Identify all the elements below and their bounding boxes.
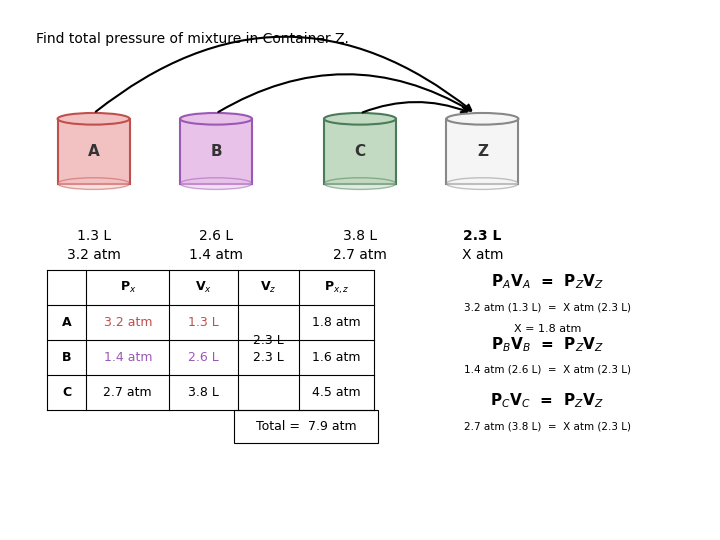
Text: A: A bbox=[62, 316, 71, 329]
Ellipse shape bbox=[324, 113, 396, 125]
Text: C: C bbox=[354, 144, 366, 159]
Text: V$_x$: V$_x$ bbox=[195, 280, 212, 295]
Text: 1.3 L: 1.3 L bbox=[76, 230, 111, 244]
Ellipse shape bbox=[58, 178, 130, 190]
Polygon shape bbox=[180, 119, 252, 184]
Text: 3.2 atm (1.3 L)  =  X atm (2.3 L): 3.2 atm (1.3 L) = X atm (2.3 L) bbox=[464, 302, 631, 313]
Text: Find total pressure of mixture in Container Z.: Find total pressure of mixture in Contai… bbox=[36, 32, 349, 46]
Text: 4.5 atm: 4.5 atm bbox=[312, 386, 361, 400]
Text: 2.6 L: 2.6 L bbox=[199, 230, 233, 244]
Text: P$_B$V$_B$  =  P$_Z$V$_Z$: P$_B$V$_B$ = P$_Z$V$_Z$ bbox=[490, 335, 604, 354]
Text: Total =  7.9 atm: Total = 7.9 atm bbox=[256, 420, 356, 433]
Ellipse shape bbox=[446, 113, 518, 125]
Ellipse shape bbox=[180, 178, 252, 190]
Text: 1.4 atm (2.6 L)  =  X atm (2.3 L): 1.4 atm (2.6 L) = X atm (2.3 L) bbox=[464, 364, 631, 375]
Text: 1.8 atm: 1.8 atm bbox=[312, 316, 361, 329]
Text: 3.2 atm: 3.2 atm bbox=[104, 316, 152, 329]
Text: P$_A$V$_A$  =  P$_Z$V$_Z$: P$_A$V$_A$ = P$_Z$V$_Z$ bbox=[490, 273, 604, 292]
Text: 1.3 L: 1.3 L bbox=[188, 316, 219, 329]
Text: B: B bbox=[62, 351, 71, 364]
Text: X atm: X atm bbox=[462, 248, 503, 262]
Polygon shape bbox=[324, 119, 396, 184]
Ellipse shape bbox=[180, 113, 252, 125]
Ellipse shape bbox=[446, 178, 518, 190]
Text: A: A bbox=[88, 144, 99, 159]
Text: V$_z$: V$_z$ bbox=[260, 280, 276, 295]
Text: P$_{x,z}$: P$_{x,z}$ bbox=[324, 279, 349, 296]
Text: 3.8 L: 3.8 L bbox=[343, 230, 377, 244]
Text: 2.7 atm: 2.7 atm bbox=[104, 386, 152, 400]
Text: 1.4 atm: 1.4 atm bbox=[189, 248, 243, 262]
Text: 3.8 L: 3.8 L bbox=[188, 386, 219, 400]
Polygon shape bbox=[58, 119, 130, 184]
Ellipse shape bbox=[58, 113, 130, 125]
Text: C: C bbox=[62, 386, 71, 400]
Text: 2.6 L: 2.6 L bbox=[188, 351, 219, 364]
Text: 1.4 atm: 1.4 atm bbox=[104, 351, 152, 364]
Polygon shape bbox=[446, 119, 518, 184]
Text: P$_x$: P$_x$ bbox=[120, 280, 136, 295]
Text: 3.2 atm: 3.2 atm bbox=[67, 248, 120, 262]
Text: X = 1.8 atm: X = 1.8 atm bbox=[513, 324, 581, 334]
Text: 1.6 atm: 1.6 atm bbox=[312, 351, 361, 364]
Text: 2.3 L: 2.3 L bbox=[253, 334, 284, 347]
Text: B: B bbox=[210, 144, 222, 159]
Text: 2.3 L: 2.3 L bbox=[463, 230, 502, 244]
Text: 2.3 L: 2.3 L bbox=[253, 351, 284, 364]
Text: 2.7 atm (3.8 L)  =  X atm (2.3 L): 2.7 atm (3.8 L) = X atm (2.3 L) bbox=[464, 421, 631, 431]
FancyBboxPatch shape bbox=[234, 410, 378, 443]
Text: 2.7 atm: 2.7 atm bbox=[333, 248, 387, 262]
Ellipse shape bbox=[324, 178, 396, 190]
Text: P$_C$V$_C$  =  P$_Z$V$_Z$: P$_C$V$_C$ = P$_Z$V$_Z$ bbox=[490, 392, 604, 410]
Text: Z: Z bbox=[477, 144, 488, 159]
